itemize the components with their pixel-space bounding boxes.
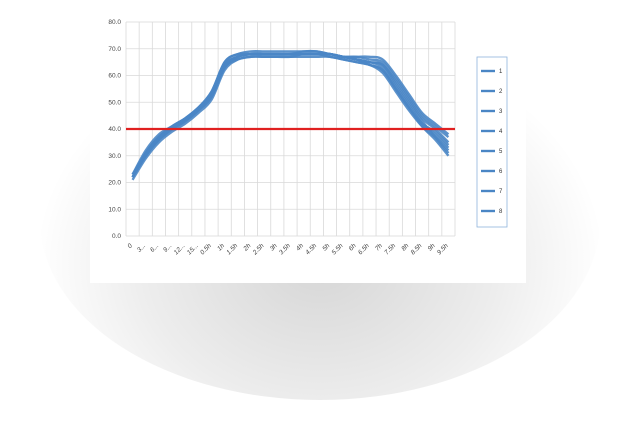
x-tick-label: 3.5h	[278, 242, 292, 256]
x-tick-label: 3...	[136, 242, 147, 253]
legend-label: 5	[499, 149, 503, 155]
y-tick-label: 80.0	[108, 19, 121, 26]
x-tick-label: 15...	[186, 242, 200, 256]
y-tick-label: 30.0	[108, 153, 121, 160]
x-tick-label: 5h	[321, 242, 331, 252]
line-chart: 0.0 10.0 20.0 30.0 40.0 50.0 60.0 70.0 80.0 0 3..…	[108, 19, 508, 257]
x-tick-label: 6h	[348, 242, 358, 252]
series-line-6	[131, 52, 450, 178]
legend-label: 6	[499, 169, 503, 175]
y-tick-label: 40.0	[108, 126, 121, 133]
x-tick-label: 6...	[149, 242, 160, 253]
y-axis: 0.0 10.0 20.0 30.0 40.0 50.0 60.0 70.0 80.0	[108, 19, 121, 240]
x-tick-label: 7.5h	[383, 242, 397, 256]
y-tick-label: 0.0	[112, 233, 121, 240]
series-line-1	[131, 52, 450, 178]
x-axis: 0 3... 6... 9... 12... 15... 0.5h 1h 1.5h 2h 2.5h 3…	[126, 242, 450, 257]
legend-label: 8	[499, 209, 503, 215]
legend: 1 2 3 4 5 6 7 8	[476, 56, 508, 228]
x-tick-label: 4h	[295, 242, 305, 252]
series-line-8	[131, 52, 450, 178]
x-tick-label: 9h	[427, 242, 437, 252]
series-lines	[131, 49, 450, 181]
x-tick-label: 5.5h	[331, 242, 345, 256]
y-tick-label: 10.0	[108, 206, 121, 213]
chart-card: 0.0 10.0 20.0 30.0 40.0 50.0 60.0 70.0 80.0 0 3..…	[90, 0, 526, 283]
legend-label: 3	[499, 109, 503, 115]
y-tick-label: 50.0	[108, 99, 121, 106]
x-tick-label: 2.5h	[251, 242, 266, 257]
x-tick-label: 4.5h	[304, 242, 318, 256]
x-tick-label: 6.5h	[357, 242, 371, 256]
x-tick-label: 8h	[400, 242, 410, 252]
legend-label: 7	[499, 189, 503, 195]
legend-label: 2	[499, 89, 503, 95]
series-line-4	[131, 55, 450, 181]
x-tick-label: 3h	[269, 242, 279, 252]
x-tick-label: 9.5h	[436, 242, 450, 256]
x-tick-label: 12...	[173, 242, 187, 256]
x-tick-label: 9...	[162, 242, 173, 253]
x-tick-label: 1.5h	[225, 242, 239, 256]
series-line-2	[131, 52, 450, 178]
y-tick-label: 70.0	[108, 46, 121, 53]
legend-label: 1	[499, 69, 503, 75]
x-tick-label: 0.5h	[199, 242, 213, 256]
series-line-7	[131, 49, 450, 176]
x-tick-label: 8.5h	[410, 242, 424, 256]
x-tick-label: 0	[126, 242, 134, 250]
legend-box	[476, 56, 508, 228]
y-tick-label: 60.0	[108, 73, 121, 80]
x-tick-label: 7h	[374, 242, 384, 252]
y-tick-label: 20.0	[108, 180, 121, 187]
x-tick-label: 1h	[216, 242, 226, 252]
legend-label: 4	[499, 129, 503, 135]
x-tick-label: 2h	[242, 242, 253, 253]
series-line-5	[131, 52, 450, 178]
